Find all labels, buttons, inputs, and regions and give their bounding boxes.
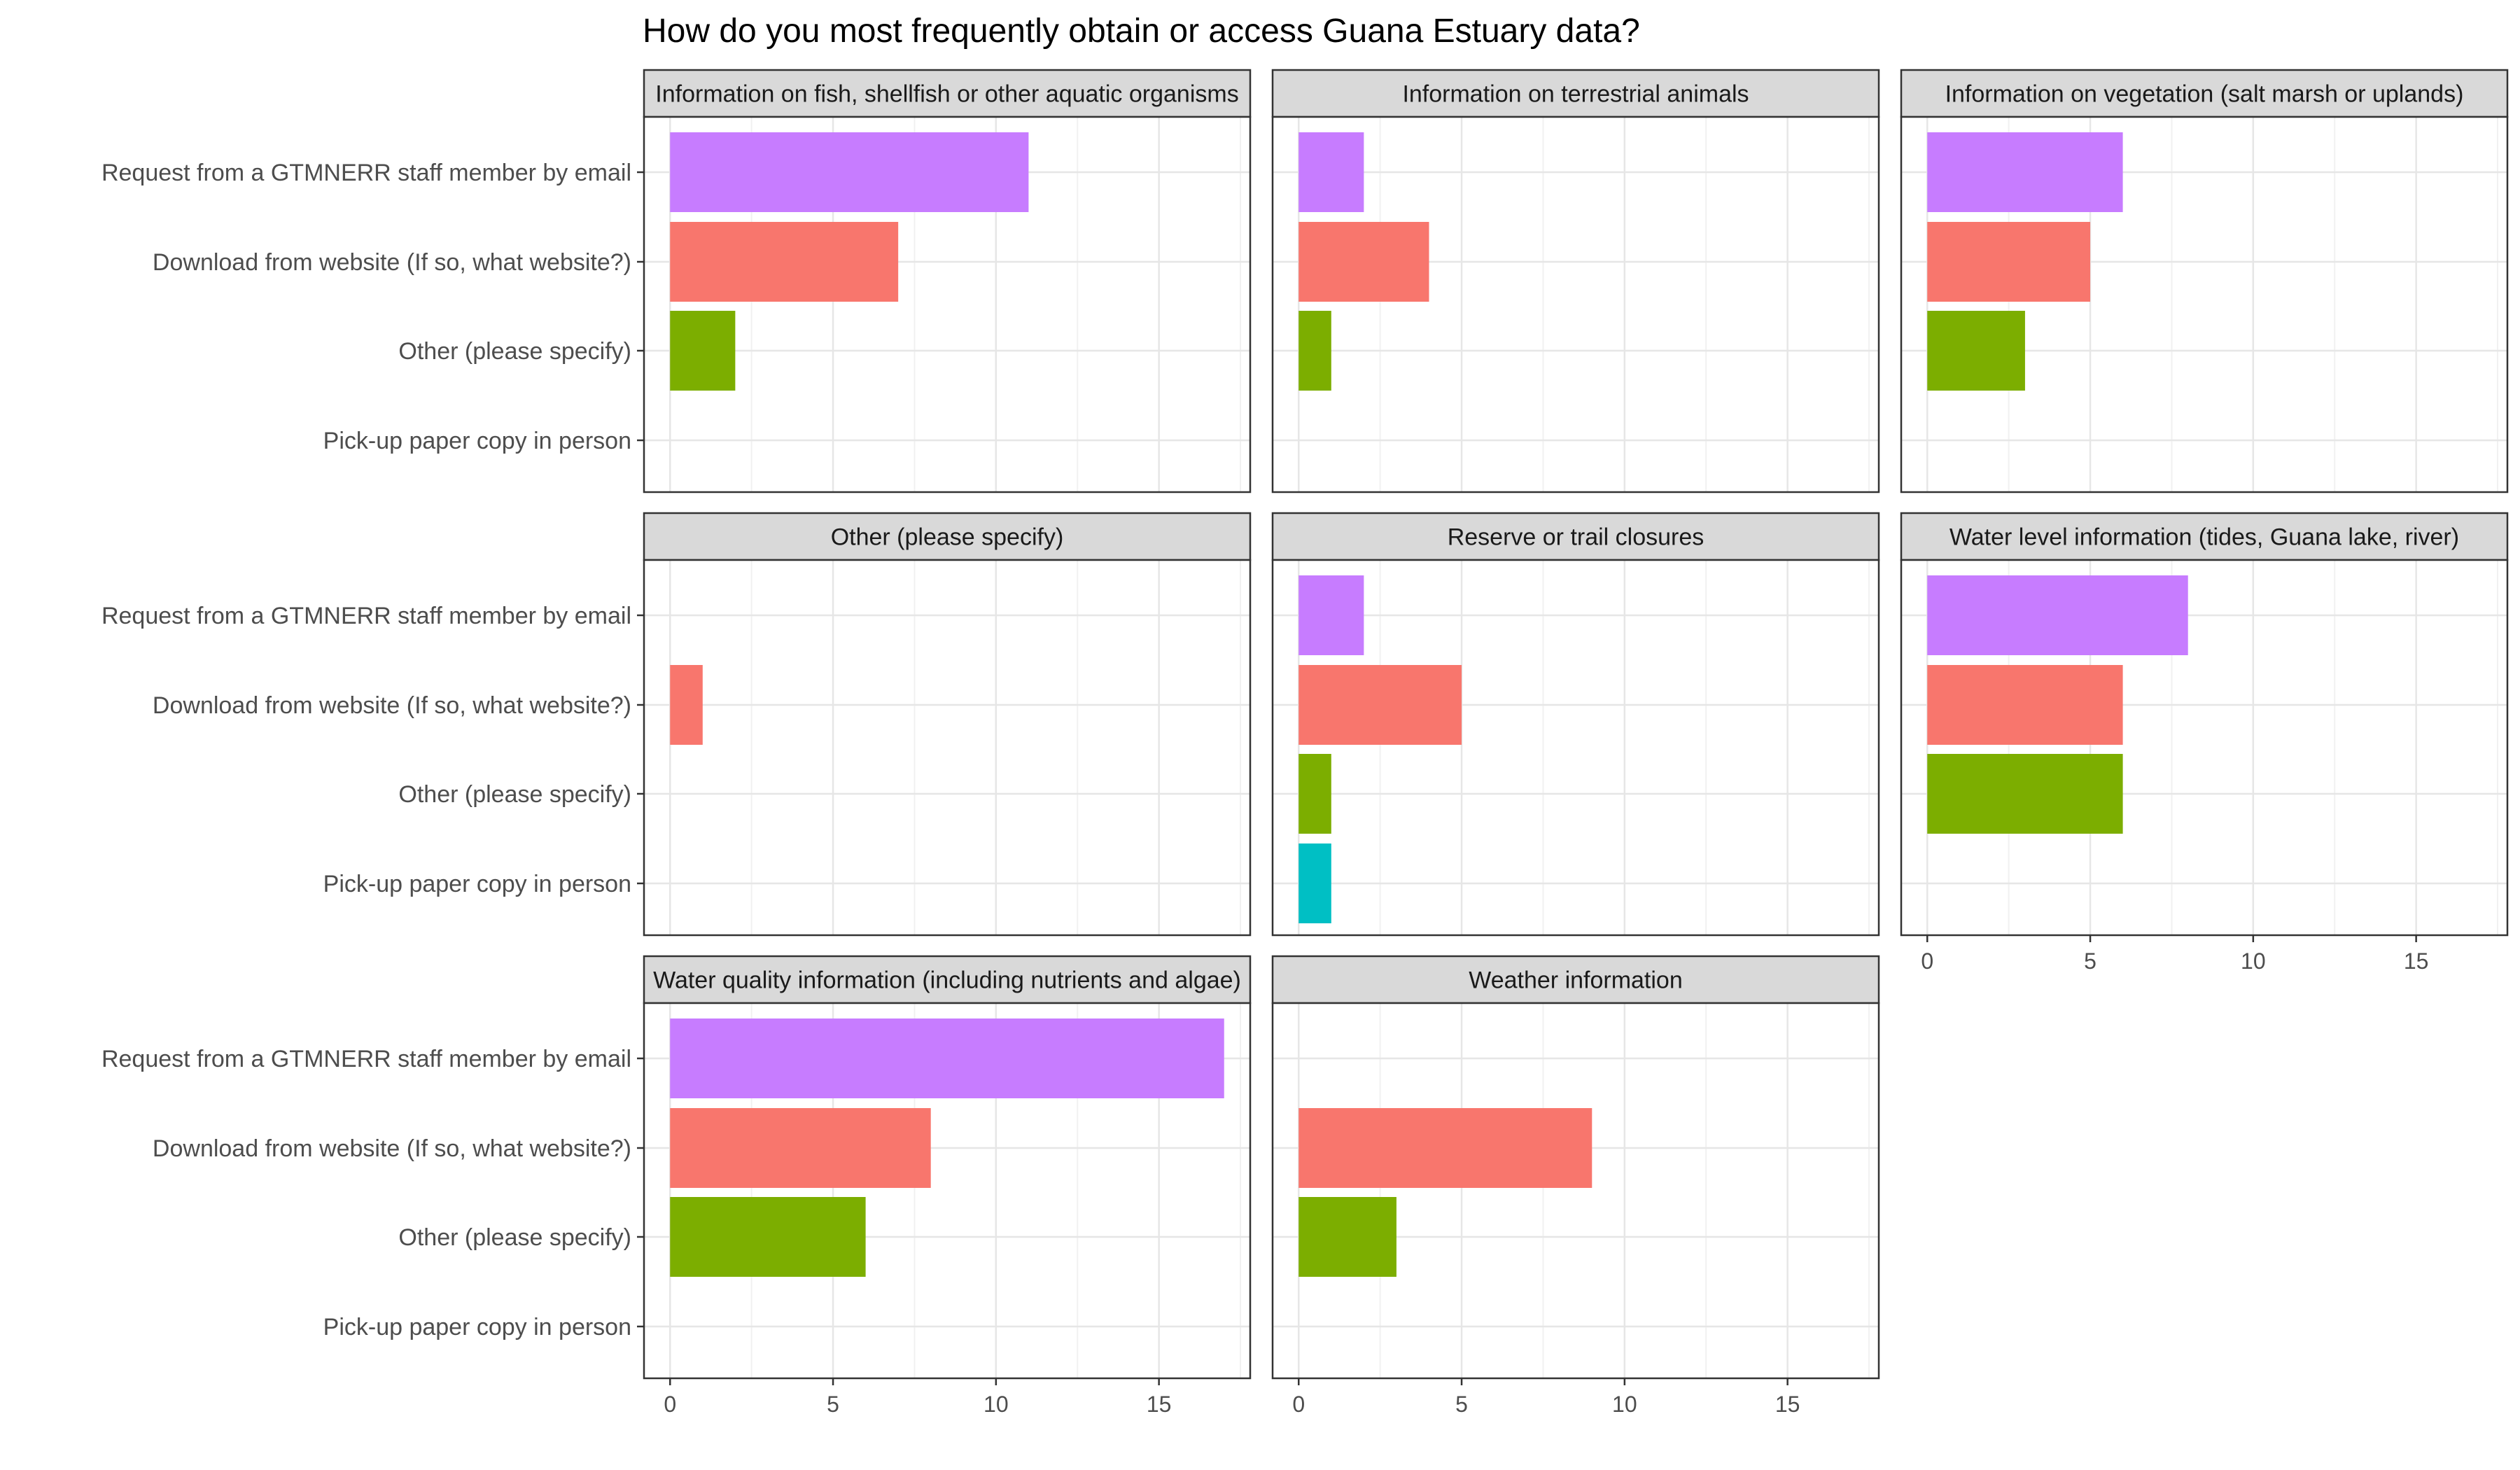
panel-border [1900, 559, 2509, 937]
x-tick-label: 15 [1775, 1392, 1800, 1417]
panel-information-on-vegetation-salt-marsh-or-uplands: Information on vegetation (salt marsh or… [1900, 69, 2509, 493]
x-tick-label: 5 [2084, 948, 2096, 974]
facet-strip-label: Information on terrestrial animals [1402, 81, 1749, 108]
x-tick-label: 10 [2241, 948, 2266, 974]
panel-other-please-specify: Other (please specify) Request from a GTM… [102, 512, 1252, 937]
bar-download-from-website-if-so-what-website [1298, 222, 1429, 302]
bar-download-from-website-if-so-what-website [670, 222, 899, 302]
bar-other-please-specify [1927, 311, 2025, 391]
panel-information-on-fish-shellfish-or-other-aquatic-organisms: Information on fish, shellfish or other … [102, 69, 1252, 493]
facet-strip-label: Water level information (tides, Guana la… [1949, 524, 2459, 551]
facet-strip-label: Weather information [1469, 967, 1683, 994]
x-tick-label: 15 [2404, 948, 2429, 974]
panel-background [1273, 117, 1879, 492]
y-axis-label: Download from website (If so, what websi… [153, 692, 631, 719]
facet-strip-label: Information on fish, shellfish or other … [655, 81, 1238, 108]
y-axis-label: Pick-up paper copy in person [323, 871, 631, 897]
panel-border [643, 115, 1252, 493]
facet-strip [1900, 512, 2509, 561]
bar-other-please-specify [1298, 1197, 1396, 1277]
facet-strip [1271, 955, 1880, 1004]
facet-strip [643, 69, 1252, 118]
bar-request-from-a-gtmnerr-staff-member-by-email [1927, 575, 2188, 655]
y-axis-label: Download from website (If so, what websi… [153, 1135, 631, 1162]
facet-panels: Information on fish, shellfish or other … [102, 69, 2509, 1417]
bar-other-please-specify [1298, 311, 1331, 391]
facet-strip-label: Information on vegetation (salt marsh or… [1945, 81, 2464, 108]
panel-reserve-or-trail-closures: Reserve or trail closures [1271, 512, 1880, 937]
y-axis-label: Download from website (If so, what websi… [153, 249, 631, 276]
panel-background [1273, 1003, 1879, 1378]
panel-border [1900, 115, 2509, 493]
y-axis-label: Request from a GTMNERR staff member by e… [102, 603, 631, 629]
facet-strip [1900, 69, 2509, 118]
y-axis-label: Other (please specify) [398, 338, 631, 365]
bar-other-please-specify [1298, 754, 1331, 834]
y-axis-label: Request from a GTMNERR staff member by e… [102, 160, 631, 186]
bar-request-from-a-gtmnerr-staff-member-by-email [1298, 132, 1364, 212]
x-tick-label: 0 [664, 1392, 676, 1417]
facet-strip [643, 955, 1252, 1004]
bar-request-from-a-gtmnerr-staff-member-by-email [670, 132, 1029, 212]
panel-border [643, 559, 1252, 937]
panel-background [1273, 560, 1879, 935]
x-tick-label: 5 [1455, 1392, 1468, 1417]
bar-download-from-website-if-so-what-website [1298, 1108, 1592, 1188]
bar-download-from-website-if-so-what-website [1927, 222, 2091, 302]
panel-border [1271, 1002, 1880, 1380]
facet-strip-label: Water quality information (including nut… [653, 967, 1241, 994]
x-tick-label: 15 [1147, 1392, 1172, 1417]
x-tick-label: 0 [1292, 1392, 1305, 1417]
y-axis-label: Other (please specify) [398, 781, 631, 808]
y-axis-label: Pick-up paper copy in person [323, 1314, 631, 1340]
x-tick-label: 10 [1612, 1392, 1637, 1417]
panel-background [644, 560, 1250, 935]
facet-strip-label: Other (please specify) [831, 524, 1064, 551]
bar-pick-up-paper-copy-in-person [1298, 844, 1331, 923]
panel-weather-information: Weather information 0 5 10 15 [1271, 955, 1880, 1417]
panel-border [1271, 115, 1880, 493]
bar-request-from-a-gtmnerr-staff-member-by-email [1927, 132, 2123, 212]
bar-other-please-specify [670, 1197, 866, 1277]
y-axis-label: Pick-up paper copy in person [323, 428, 631, 454]
bar-download-from-website-if-so-what-website [1298, 665, 1462, 745]
panel-border [1271, 559, 1880, 937]
facet-strip-label: Reserve or trail closures [1448, 524, 1704, 551]
panel-water-quality-information-including-nutrients-and-algae: Water quality information (including nut… [102, 955, 1252, 1417]
bar-download-from-website-if-so-what-website [670, 665, 703, 745]
y-axis-label: Request from a GTMNERR staff member by e… [102, 1046, 631, 1072]
bar-download-from-website-if-so-what-website [1927, 665, 2123, 745]
x-tick-label: 5 [827, 1392, 839, 1417]
bar-other-please-specify [670, 311, 736, 391]
chart-title: How do you most frequently obtain or acc… [643, 13, 1640, 50]
bar-download-from-website-if-so-what-website [670, 1108, 931, 1188]
panel-water-level-information-tides-guana-lake-river: Water level information (tides, Guana la… [1900, 512, 2509, 974]
bar-request-from-a-gtmnerr-staff-member-by-email [670, 1018, 1224, 1098]
panel-border [643, 1002, 1252, 1380]
x-tick-label: 10 [983, 1392, 1009, 1417]
panel-information-on-terrestrial-animals: Information on terrestrial animals [1271, 69, 1880, 493]
x-tick-label: 0 [1921, 948, 1933, 974]
bar-request-from-a-gtmnerr-staff-member-by-email [1298, 575, 1364, 655]
bar-other-please-specify [1927, 754, 2123, 834]
y-axis-label: Other (please specify) [398, 1224, 631, 1251]
